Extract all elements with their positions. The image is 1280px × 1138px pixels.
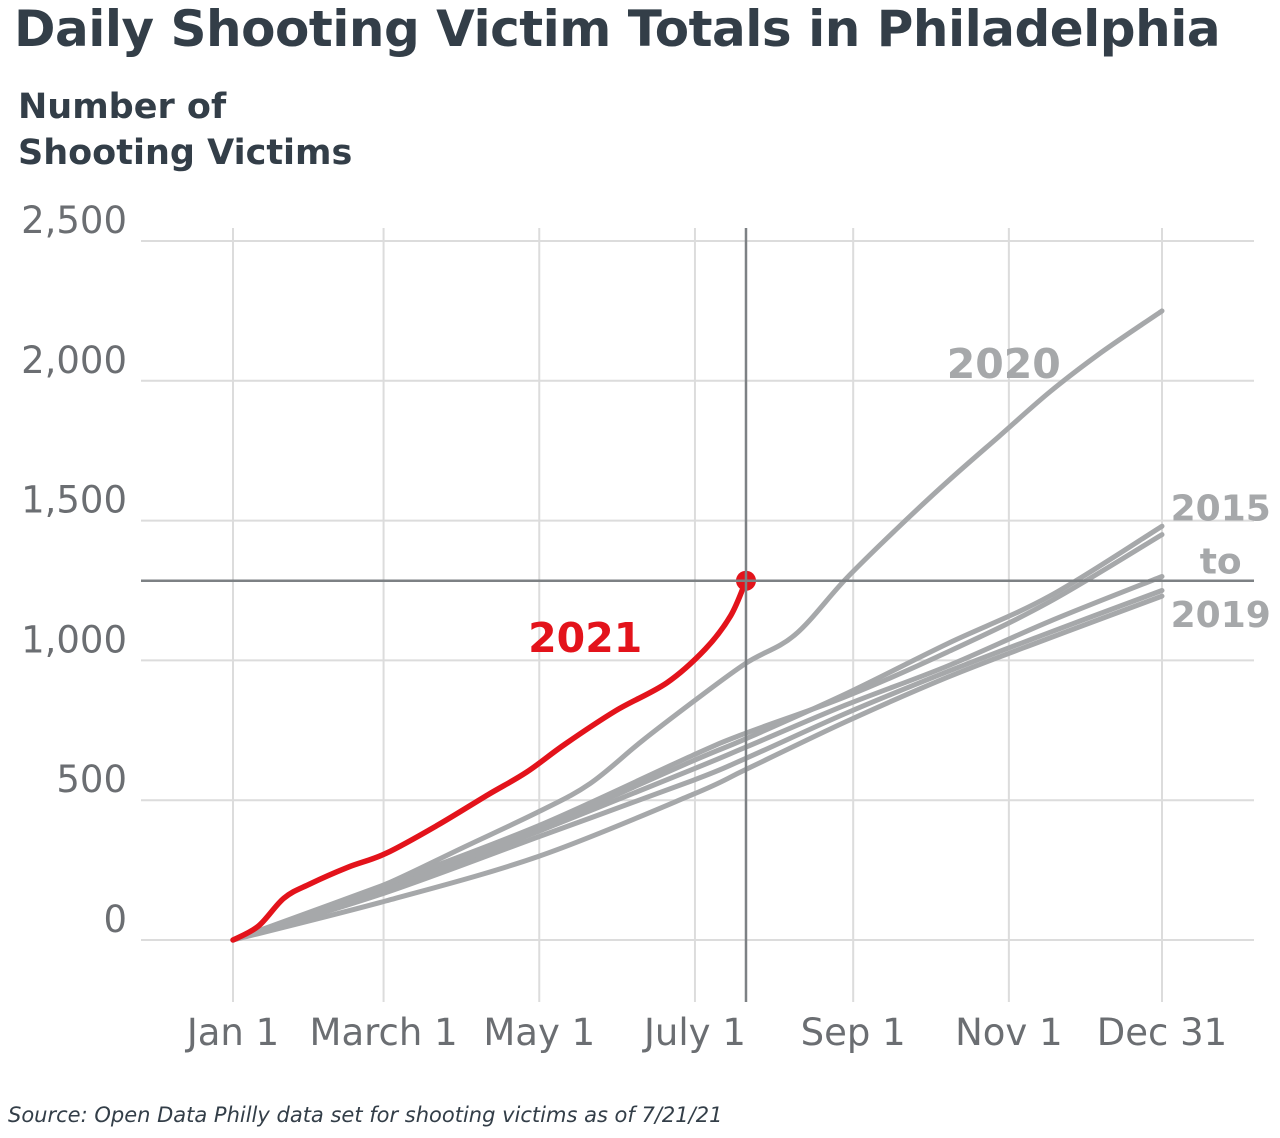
x-tick-label-0: Jan 1 <box>185 1011 279 1054</box>
annotation-layer: 2021 2020 2015 to 2019 <box>528 340 1271 662</box>
x-tick-label-120: May 1 <box>483 1011 595 1054</box>
annotation-label-0: 2021 <box>528 614 642 662</box>
y-tick-label-500: 500 <box>56 758 127 801</box>
source-note: Source: Open Data Philly data set for sh… <box>8 1103 723 1127</box>
y-axis-label-line1: Number of <box>18 87 227 127</box>
y-tick-label-1000: 1,000 <box>21 618 127 661</box>
y-tick-label-2500: 2,500 <box>21 199 127 242</box>
x-tick-label-181: July 1 <box>642 1011 746 1054</box>
chart-title: Daily Shooting Victim Totals in Philadel… <box>14 0 1221 58</box>
y-tick-label-0: 0 <box>103 898 127 941</box>
y-axis-label-line2: Shooting Victims <box>18 133 353 173</box>
x-tick-label-243: Sep 1 <box>801 1011 906 1054</box>
y-tick-label-1500: 1,500 <box>21 479 127 522</box>
crosshair-layer <box>141 228 1254 1002</box>
series-line-2016 <box>230 532 1165 943</box>
series-line-2018 <box>230 588 1165 943</box>
series-line-2015 <box>230 523 1165 943</box>
annotation-label-2: 2015 <box>1171 489 1271 530</box>
x-tick-label-364: Dec 31 <box>1097 1011 1227 1054</box>
series-line-2019 <box>230 593 1165 943</box>
annotation-label-3: to <box>1200 542 1242 583</box>
series-line-2020 <box>230 308 1165 943</box>
x-tick-label-59: March 1 <box>310 1011 458 1054</box>
series-layer <box>230 308 1165 943</box>
tick-label-layer: 0 500 1,000 1,500 2,000 2,500 Jan 1 March 1 May … <box>21 199 1227 1054</box>
annotation-label-1: 2020 <box>947 340 1061 388</box>
grid-layer <box>141 228 1254 1002</box>
series-line-2021 <box>230 577 749 943</box>
x-tick-label-304: Nov 1 <box>955 1011 1063 1054</box>
series-line-2017 <box>230 574 1165 943</box>
y-axis-label: Number of Shooting Victims <box>18 84 352 176</box>
annotation-label-4: 2019 <box>1171 595 1271 636</box>
y-tick-label-2000: 2,000 <box>21 339 127 382</box>
